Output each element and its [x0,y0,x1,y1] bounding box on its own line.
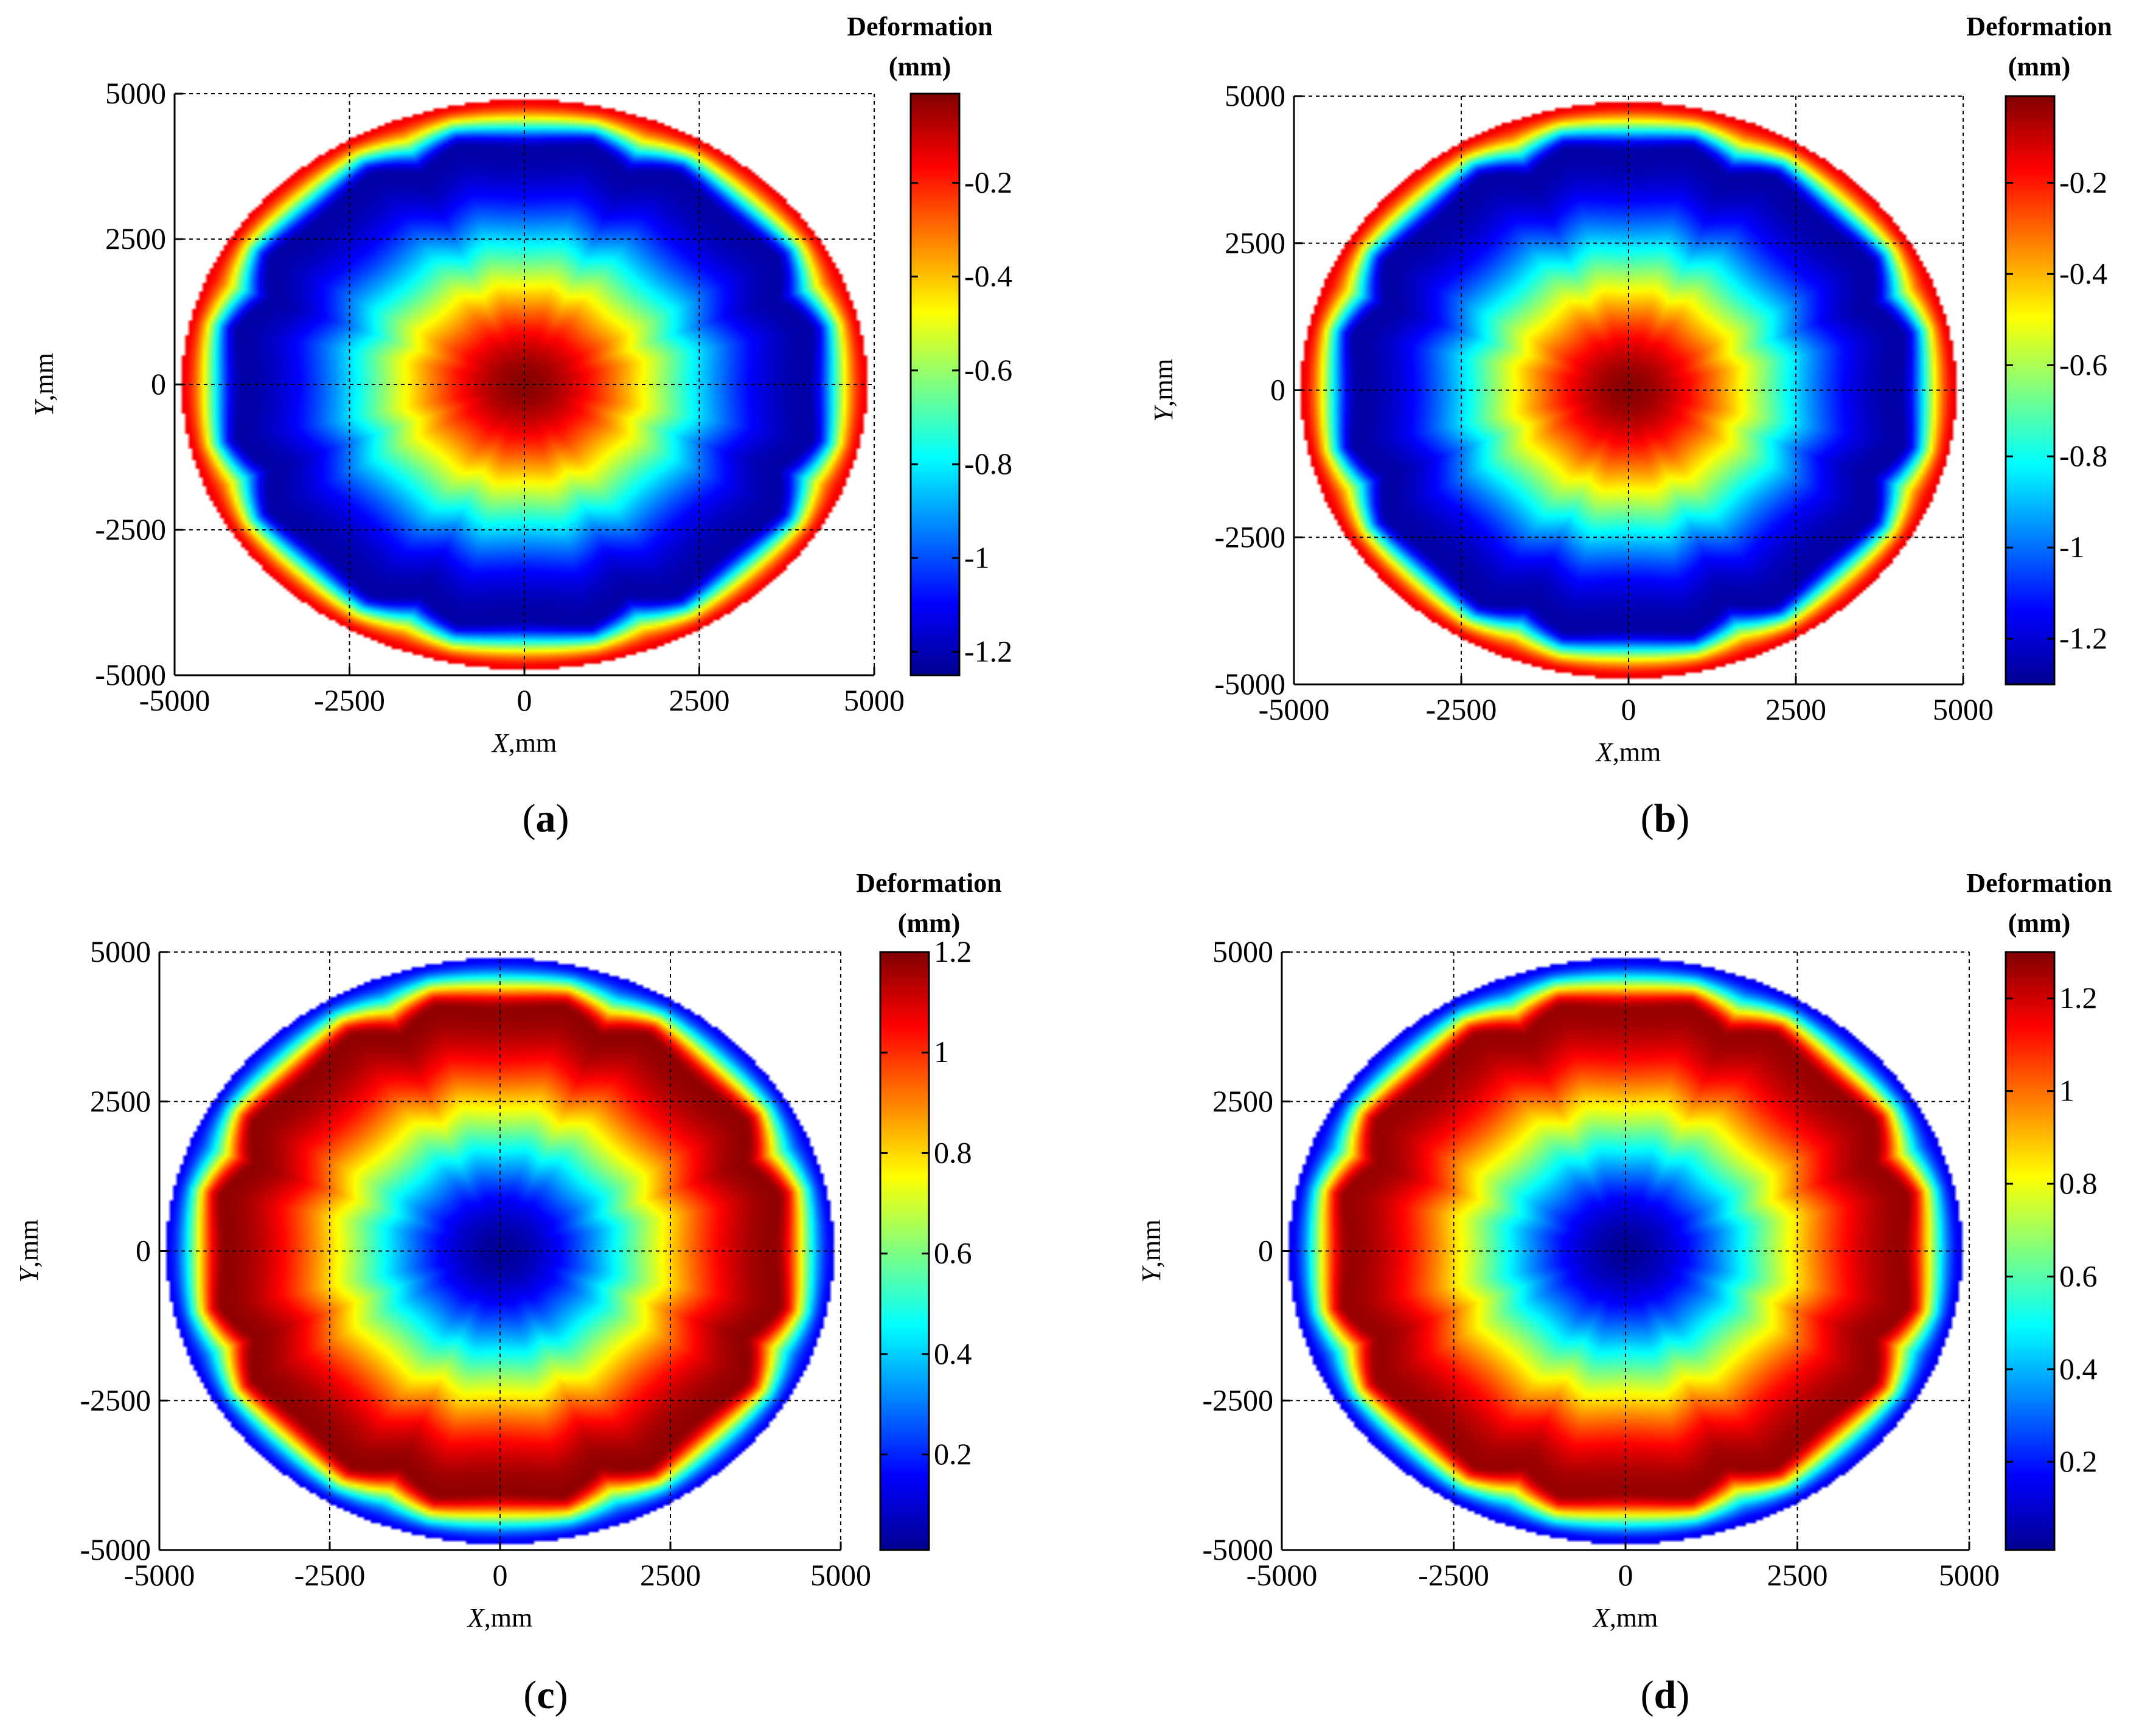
y-axis-label: Y,mm [1149,359,1178,422]
y-tick-label: -5000 [1202,1532,1273,1566]
colorbar-tick-label: -1.2 [2059,621,2107,655]
chart-panel-d: -5000 -2500 0 2500 5000 5000 2500 0 -2500 -5000 X,… [1136,868,2112,1717]
y-tick-label: 5000 [1212,934,1273,968]
colorbar-tick-label: 0.2 [2059,1444,2098,1478]
chart-panel-c: -5000 -2500 0 2500 5000 5000 2500 0 -2500 -5000 X,… [14,868,1002,1717]
colorbar-tick-label: -0.8 [2059,439,2107,473]
x-tick-label: -5000 [124,1558,195,1592]
x-tick-label: 0 [1621,692,1636,726]
x-axis-label: X,mm [491,728,557,758]
colorbar [2005,951,2056,1551]
colorbar-tick-label: -1 [964,540,990,574]
colorbar-tick-label: 0.6 [2059,1259,2098,1293]
y-tick-label: 0 [1258,1234,1273,1268]
y-tick-label: 2500 [105,221,166,255]
panel-caption: (d) [1641,1673,1690,1717]
chart-panel-b: -5000 -2500 0 2500 5000 5000 2500 0 -2500 -5000 X,… [1149,12,2112,841]
x-axis-label: X,mm [1592,1603,1658,1633]
colorbar [2005,95,2056,686]
colorbar-tick-label: -0.4 [964,259,1012,293]
colorbar-tick-label: -1.2 [964,634,1012,668]
colorbar-unit: (mm) [2008,52,2071,82]
y-tick-label: 2500 [90,1084,151,1118]
colorbar-tick-label: -1 [2059,530,2085,564]
x-axis-label: X,mm [1595,737,1661,767]
x-tick-label: 2500 [1765,692,1826,726]
colorbar-unit: (mm) [889,52,951,82]
y-tick-label: -5000 [80,1532,151,1566]
x-axis-label: X,mm [467,1603,532,1633]
y-axis-label: Y,mm [29,353,59,416]
colorbar-tick-label: 0.8 [934,1135,972,1169]
y-tick-label: 0 [136,1234,151,1268]
x-tick-label: -5000 [1247,1558,1318,1592]
y-tick-label: -2500 [95,512,166,546]
colorbar-tick-label: -0.6 [964,353,1012,387]
colorbar-title: Deformation [847,12,993,41]
colorbar-unit: (mm) [2008,908,2071,938]
colorbar-title: Deformation [856,868,1002,898]
x-tick-label: 5000 [810,1558,871,1592]
colorbar-tick-label: 1.2 [934,934,972,968]
y-tick-label: 2500 [1225,226,1285,260]
x-tick-label: -5000 [139,683,210,717]
colorbar-tick-label: 0.4 [934,1336,972,1371]
y-tick-label: 5000 [1225,78,1285,113]
x-tick-label: -2500 [314,683,385,717]
x-tick-label: 2500 [669,683,730,717]
colorbar-tick-label: -0.2 [2059,165,2107,199]
x-tick-label: -2500 [1426,692,1497,726]
y-tick-label: 5000 [90,934,151,968]
colorbar-tick-label: 1 [2059,1074,2074,1108]
colorbar-title: Deformation [1966,868,2112,898]
x-tick-label: 5000 [1939,1558,2000,1592]
x-tick-label: -5000 [1259,692,1330,726]
x-tick-label: 5000 [1933,692,1994,726]
panel-caption: (c) [523,1673,568,1717]
x-tick-label: 0 [493,1558,508,1592]
x-tick-label: 2500 [1767,1558,1828,1592]
y-axis-label: Y,mm [14,1220,44,1283]
colorbar-tick-label: 0.6 [934,1236,972,1270]
panel-caption: (b) [1641,796,1690,841]
colorbar-tick-label: -0.2 [964,165,1012,199]
y-tick-label: 2500 [1212,1084,1273,1118]
x-tick-label: -2500 [1418,1558,1489,1592]
x-tick-label: 0 [1618,1558,1633,1592]
colorbar-tick-label: 1 [934,1035,949,1069]
y-tick-label: -5000 [95,658,166,692]
y-tick-label: 0 [151,367,166,401]
y-tick-label: -5000 [1214,667,1285,701]
x-tick-label: 5000 [844,683,905,717]
y-tick-label: 0 [1270,373,1285,407]
colorbar-unit: (mm) [898,908,961,938]
colorbar-tick-label: 1.2 [2059,981,2098,1015]
panel-caption: (a) [523,796,569,841]
y-tick-label: -2500 [1214,520,1285,554]
colorbar-tick-label: 0.8 [2059,1166,2098,1200]
y-tick-label: -2500 [80,1383,151,1417]
x-tick-label: 2500 [640,1558,701,1592]
colorbar-tick-label: 0.4 [2059,1352,2098,1386]
colorbar [879,951,930,1551]
x-tick-label: -2500 [294,1558,366,1592]
colorbar-tick-label: -0.6 [2059,347,2107,381]
y-axis-label: Y,mm [1136,1220,1166,1283]
colorbar-tick-label: 0.2 [934,1437,972,1471]
x-tick-label: 0 [517,683,532,717]
colorbar-tick-label: -0.4 [2059,256,2107,290]
colorbar-tick-label: -0.8 [964,447,1012,481]
chart-panel-a: -5000 -2500 0 2500 5000 5000 2500 0 -2500 -5000 X,… [29,12,1012,841]
colorbar [909,92,961,676]
y-tick-label: -2500 [1202,1383,1273,1417]
y-tick-label: 5000 [105,76,166,110]
colorbar-title: Deformation [1966,12,2112,41]
